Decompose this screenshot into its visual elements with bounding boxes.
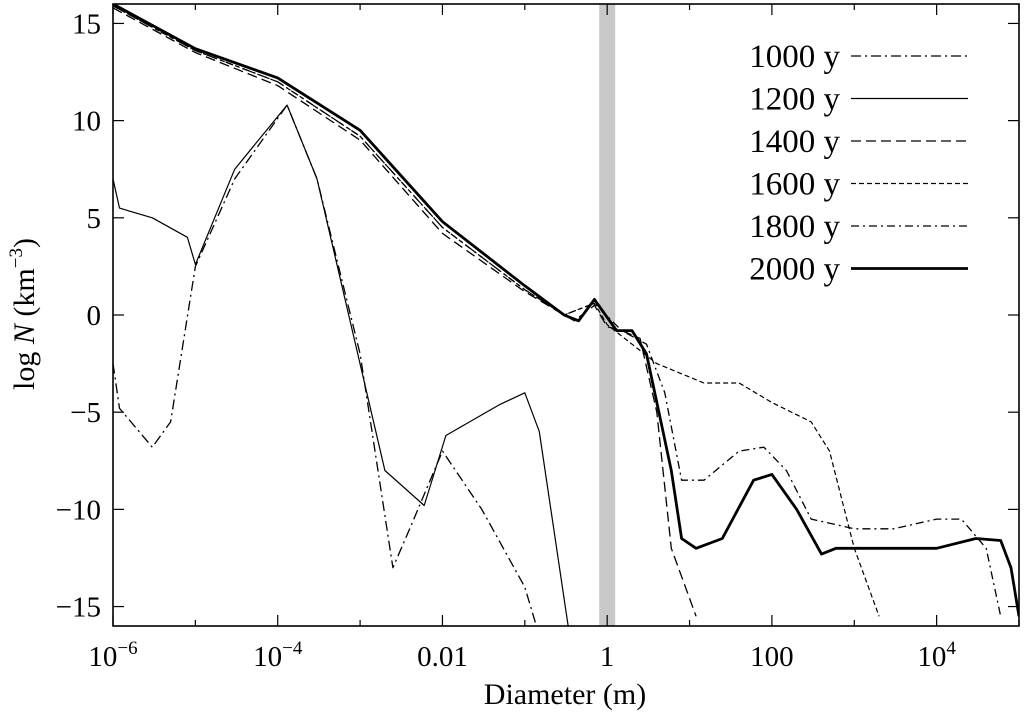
y-tick-label: −10 — [56, 494, 101, 526]
legend-label: 1800 y — [749, 209, 840, 245]
axis-ticks — [112, 4, 1020, 626]
series-line — [113, 4, 1019, 617]
x-tick-label: 0.01 — [417, 641, 468, 673]
series-line — [113, 5, 1002, 617]
y-tick-label: −15 — [56, 592, 101, 624]
series-lines — [113, 4, 1019, 626]
legend-label: 1200 y — [749, 82, 840, 118]
legend-label: 1600 y — [749, 167, 840, 203]
y-tick-labels: 15 10 5 0 −5 −10 −15 — [56, 8, 101, 623]
legend-label: 1400 y — [749, 124, 840, 160]
legend: 1000 y 1200 y 1400 y 1600 y 1800 y 2000 y — [749, 39, 968, 288]
x-tick-labels: 10−6 10−4 0.01 1 100 104 — [88, 638, 956, 673]
x-tick-label: 10−6 — [88, 638, 137, 673]
y-tick-label: 10 — [72, 106, 101, 138]
series-line — [113, 104, 538, 626]
y-tick-label: 5 — [87, 203, 102, 235]
y-tick-label: 0 — [87, 300, 102, 332]
legend-label: 1000 y — [749, 39, 840, 75]
series-line — [113, 104, 569, 626]
x-tick-label: 104 — [917, 638, 956, 673]
y-axis-label: log N (km−3) — [6, 238, 41, 390]
legend-label: 2000 y — [749, 252, 840, 288]
x-tick-label: 100 — [750, 641, 794, 673]
x-tick-label: 10−4 — [253, 638, 303, 673]
y-tick-label: 15 — [72, 8, 101, 40]
x-tick-label: 1 — [600, 641, 615, 673]
series-line — [113, 7, 697, 617]
y-tick-label: −5 — [70, 397, 101, 429]
x-axis-label: Diameter (m) — [484, 678, 646, 711]
